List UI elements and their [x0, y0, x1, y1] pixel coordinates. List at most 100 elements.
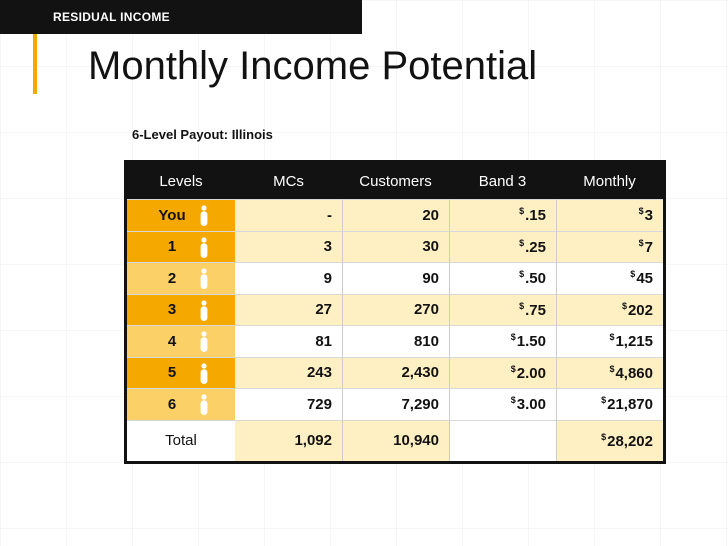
table-row: 3 27 270 $.75 $202 — [127, 293, 663, 325]
mcs-cell: 729 — [235, 388, 342, 420]
table-row: 5 243 2,430 $2.00 $4,860 — [127, 356, 663, 388]
currency-symbol: $ — [519, 300, 525, 311]
monthly-value: 202 — [627, 301, 653, 319]
total-monthly-value: 28,202 — [607, 432, 653, 450]
customers-cell: 90 — [342, 262, 449, 294]
currency-symbol: $ — [519, 269, 525, 280]
customers-cell: 270 — [342, 293, 449, 325]
section-header-bar: RESIDUAL INCOME — [0, 0, 362, 34]
currency-symbol: $ — [621, 300, 627, 311]
monthly-value: 21,870 — [607, 396, 653, 414]
customers-cell: 30 — [342, 230, 449, 262]
payout-table-container: Levels MCs Customers Band 3 Monthly You -… — [124, 160, 666, 464]
currency-symbol: $ — [519, 237, 525, 248]
level-label: 2 — [167, 269, 177, 287]
level-label: 6 — [167, 395, 177, 413]
customers-cell: 7,290 — [342, 388, 449, 420]
total-mcs: 1,092 — [235, 419, 342, 461]
table-header-row: Levels MCs Customers Band 3 Monthly — [127, 163, 663, 199]
level-label: 1 — [167, 238, 177, 256]
band3-value: .25 — [525, 238, 546, 256]
currency-symbol: $ — [601, 395, 607, 406]
total-band3 — [449, 419, 556, 461]
column-header-customers: Customers — [342, 163, 449, 199]
level-cell: You — [127, 199, 235, 231]
table-subtitle: 6-Level Payout: Illinois — [132, 127, 273, 142]
table-row: 2 9 90 $.50 $45 — [127, 262, 663, 294]
section-tag: RESIDUAL INCOME — [53, 10, 170, 24]
band3-value: 3.00 — [516, 396, 546, 414]
monthly-value: 7 — [644, 238, 653, 256]
total-monthly-cell: $28,202 — [556, 419, 663, 461]
currency-symbol: $ — [510, 363, 516, 374]
currency-symbol: $ — [609, 332, 615, 343]
band3-cell: $.25 — [449, 230, 556, 262]
band3-cell: $.15 — [449, 199, 556, 231]
band3-cell: $1.50 — [449, 325, 556, 357]
currency-symbol: $ — [638, 237, 644, 248]
band3-cell: $.75 — [449, 293, 556, 325]
person-icon — [197, 268, 211, 290]
band3-value: .75 — [525, 301, 546, 319]
monthly-cell: $202 — [556, 293, 663, 325]
person-icon — [197, 394, 211, 416]
band3-value: 1.50 — [516, 333, 546, 351]
level-cell: 2 — [127, 262, 235, 294]
person-icon — [197, 331, 211, 353]
level-cell: 6 — [127, 388, 235, 420]
monthly-value: 45 — [636, 270, 653, 288]
currency-symbol: $ — [519, 206, 525, 217]
monthly-cell: $21,870 — [556, 388, 663, 420]
band3-value: 2.00 — [516, 364, 546, 382]
currency-symbol: $ — [601, 431, 607, 442]
band3-cell: $3.00 — [449, 388, 556, 420]
person-icon — [197, 362, 211, 385]
page-title: Monthly Income Potential — [88, 44, 538, 88]
mcs-cell: 27 — [235, 293, 342, 325]
level-label: 5 — [167, 364, 177, 382]
table-row: You -20 $.15 $3 — [127, 199, 663, 231]
person-icon — [197, 299, 211, 322]
total-customers: 10,940 — [342, 419, 449, 461]
person-icon — [197, 236, 211, 259]
column-header-band3: Band 3 — [449, 163, 556, 199]
currency-symbol: $ — [510, 395, 516, 406]
monthly-cell: $7 — [556, 230, 663, 262]
monthly-value: 3 — [644, 207, 653, 225]
currency-symbol: $ — [609, 363, 615, 374]
mcs-cell: 3 — [235, 230, 342, 262]
band3-value: .15 — [525, 207, 546, 225]
band3-cell: $.50 — [449, 262, 556, 294]
mcs-cell: - — [235, 199, 342, 231]
payout-table: Levels MCs Customers Band 3 Monthly You -… — [124, 160, 666, 464]
monthly-cell: $45 — [556, 262, 663, 294]
level-cell: 5 — [127, 356, 235, 388]
level-label: You — [158, 206, 186, 224]
total-row: Total 1,092 10,940 $28,202 — [127, 419, 663, 461]
currency-symbol: $ — [630, 269, 636, 280]
monthly-cell: $4,860 — [556, 356, 663, 388]
monthly-cell: $1,215 — [556, 325, 663, 357]
band3-value: .50 — [525, 270, 546, 288]
table-row: 4 81 810 $1.50 $1,215 — [127, 325, 663, 357]
table-row: 1 3 30 $.25 $7 — [127, 230, 663, 262]
level-label: 4 — [167, 332, 177, 350]
currency-symbol: $ — [638, 206, 644, 217]
customers-cell: 2,430 — [342, 356, 449, 388]
mcs-cell: 243 — [235, 356, 342, 388]
level-label: 3 — [167, 301, 177, 319]
monthly-value: 1,215 — [615, 333, 653, 351]
column-header-monthly: Monthly — [556, 163, 663, 199]
level-cell: 4 — [127, 325, 235, 357]
mcs-cell: 9 — [235, 262, 342, 294]
table-row: 6 729 7,290 $3.00 $21,870 — [127, 388, 663, 420]
customers-cell: 810 — [342, 325, 449, 357]
table-body: You -20 $.15 $3 1 3 30 $.25 $7 2 9 90 $.50 $45 3 27 270 $… — [127, 199, 663, 461]
column-header-levels: Levels — [127, 163, 235, 199]
column-header-mcs: MCs — [235, 163, 342, 199]
monthly-value: 4,860 — [615, 364, 653, 382]
total-label: Total — [127, 419, 235, 461]
mcs-cell: 81 — [235, 325, 342, 357]
monthly-cell: $3 — [556, 199, 663, 231]
level-cell: 1 — [127, 230, 235, 262]
